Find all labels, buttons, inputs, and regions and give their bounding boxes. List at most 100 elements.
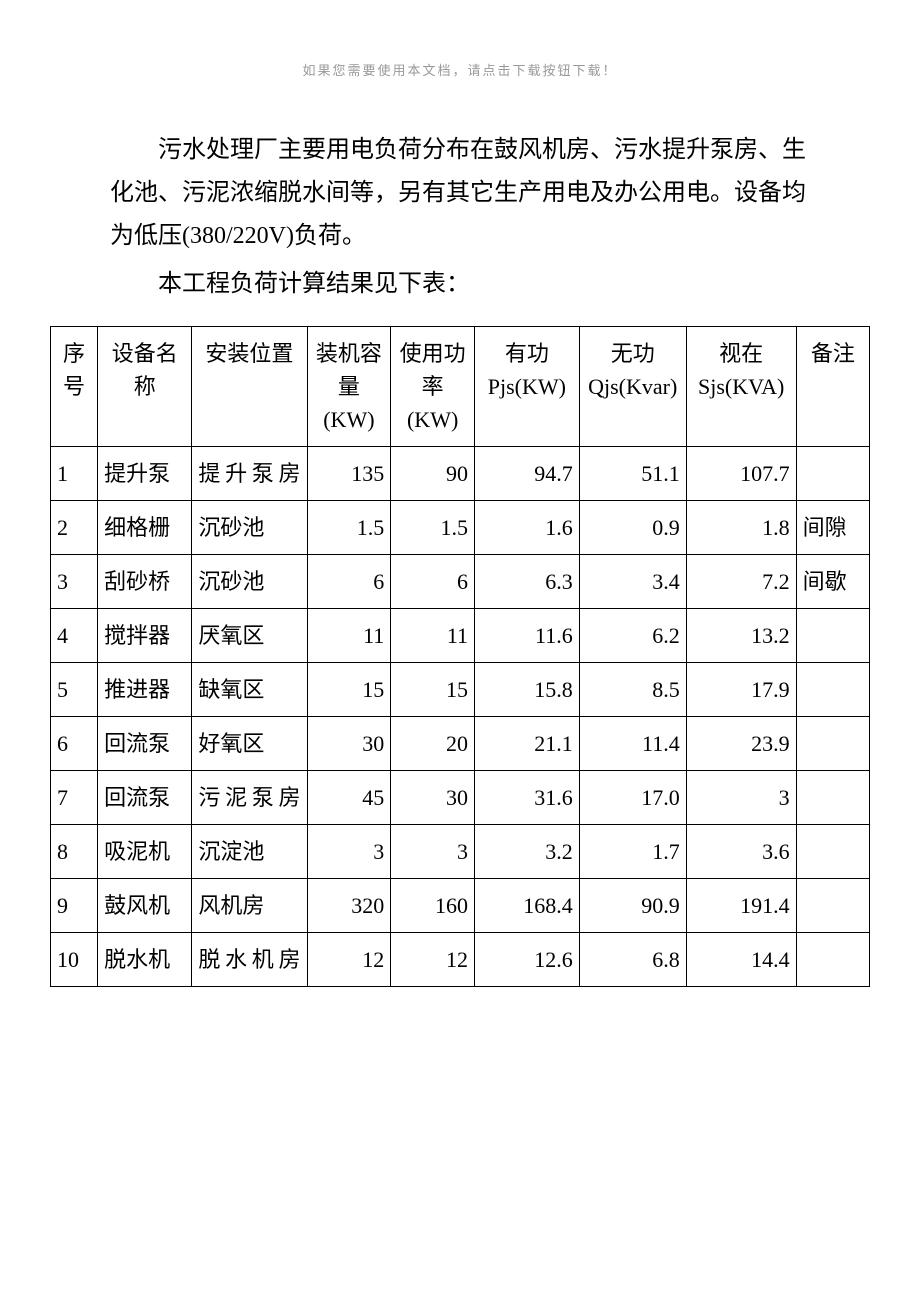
cell-name: 脱水机 [98, 932, 192, 986]
cell-seq: 2 [51, 500, 98, 554]
cell-pjs: 31.6 [475, 770, 580, 824]
cell-power: 15 [391, 662, 475, 716]
cell-name: 刮砂桥 [98, 554, 192, 608]
paragraph-1: 污水处理厂主要用电负荷分布在鼓风机房、污水提升泵房、生化池、污泥浓缩脱水间等，另… [50, 129, 870, 259]
cell-location: 沉砂池 [192, 500, 307, 554]
col-header-note: 备注 [796, 326, 869, 446]
cell-name: 推进器 [98, 662, 192, 716]
cell-capacity: 15 [307, 662, 391, 716]
col-header-seq: 序号 [51, 326, 98, 446]
table-row: 4搅拌器厌氧区111111.66.213.2 [51, 608, 870, 662]
cell-note [796, 770, 869, 824]
cell-note [796, 716, 869, 770]
col-header-pjs: 有功Pjs(KW) [475, 326, 580, 446]
cell-pjs: 94.7 [475, 446, 580, 500]
cell-note [796, 608, 869, 662]
col-header-sjs: 视在Sjs(KVA) [686, 326, 796, 446]
cell-power: 1.5 [391, 500, 475, 554]
cell-power: 160 [391, 878, 475, 932]
cell-qjs: 17.0 [579, 770, 686, 824]
cell-sjs: 3.6 [686, 824, 796, 878]
cell-seq: 6 [51, 716, 98, 770]
cell-power: 6 [391, 554, 475, 608]
cell-pjs: 6.3 [475, 554, 580, 608]
cell-note [796, 932, 869, 986]
cell-sjs: 107.7 [686, 446, 796, 500]
table-row: 5推进器缺氧区151515.88.517.9 [51, 662, 870, 716]
cell-note [796, 824, 869, 878]
cell-qjs: 6.2 [579, 608, 686, 662]
cell-note [796, 878, 869, 932]
cell-location: 提升泵房 [192, 446, 307, 500]
cell-name: 回流泵 [98, 716, 192, 770]
cell-capacity: 1.5 [307, 500, 391, 554]
cell-seq: 8 [51, 824, 98, 878]
table-row: 9鼓风机风机房320160168.490.9191.4 [51, 878, 870, 932]
cell-pjs: 168.4 [475, 878, 580, 932]
cell-power: 90 [391, 446, 475, 500]
cell-qjs: 3.4 [579, 554, 686, 608]
cell-pjs: 1.6 [475, 500, 580, 554]
cell-location: 脱水机房 [192, 932, 307, 986]
table-row: 10脱水机脱水机房121212.66.814.4 [51, 932, 870, 986]
col-header-name: 设备名称 [98, 326, 192, 446]
cell-location: 好氧区 [192, 716, 307, 770]
cell-seq: 7 [51, 770, 98, 824]
cell-name: 回流泵 [98, 770, 192, 824]
cell-location: 风机房 [192, 878, 307, 932]
cell-capacity: 11 [307, 608, 391, 662]
cell-sjs: 14.4 [686, 932, 796, 986]
cell-qjs: 11.4 [579, 716, 686, 770]
cell-qjs: 6.8 [579, 932, 686, 986]
cell-qjs: 90.9 [579, 878, 686, 932]
cell-qjs: 8.5 [579, 662, 686, 716]
cell-pjs: 15.8 [475, 662, 580, 716]
col-header-capacity: 装机容量(KW) [307, 326, 391, 446]
cell-power: 11 [391, 608, 475, 662]
cell-note [796, 446, 869, 500]
cell-qjs: 0.9 [579, 500, 686, 554]
cell-qjs: 51.1 [579, 446, 686, 500]
cell-capacity: 12 [307, 932, 391, 986]
cell-pjs: 3.2 [475, 824, 580, 878]
cell-pjs: 21.1 [475, 716, 580, 770]
table-row: 8吸泥机沉淀池333.21.73.6 [51, 824, 870, 878]
cell-name: 搅拌器 [98, 608, 192, 662]
cell-sjs: 7.2 [686, 554, 796, 608]
table-row: 7回流泵污泥泵房453031.617.03 [51, 770, 870, 824]
cell-location: 污泥泵房 [192, 770, 307, 824]
cell-sjs: 3 [686, 770, 796, 824]
cell-note: 间隙 [796, 500, 869, 554]
cell-power: 30 [391, 770, 475, 824]
cell-capacity: 320 [307, 878, 391, 932]
cell-name: 鼓风机 [98, 878, 192, 932]
cell-capacity: 45 [307, 770, 391, 824]
load-calculation-table: 序号 设备名称 安装位置 装机容量(KW) 使用功率(KW) 有功Pjs(KW)… [50, 326, 870, 987]
cell-note [796, 662, 869, 716]
col-header-power: 使用功率(KW) [391, 326, 475, 446]
cell-name: 提升泵 [98, 446, 192, 500]
cell-seq: 4 [51, 608, 98, 662]
cell-seq: 5 [51, 662, 98, 716]
cell-seq: 3 [51, 554, 98, 608]
cell-location: 沉淀池 [192, 824, 307, 878]
header-note: 如果您需要使用本文档，请点击下载按钮下载！ [50, 60, 870, 79]
paragraph-2: 本工程负荷计算结果见下表： [50, 263, 870, 306]
cell-location: 沉砂池 [192, 554, 307, 608]
cell-location: 厌氧区 [192, 608, 307, 662]
cell-name: 细格栅 [98, 500, 192, 554]
table-row: 3刮砂桥沉砂池666.33.47.2间歇 [51, 554, 870, 608]
cell-note: 间歇 [796, 554, 869, 608]
cell-location: 缺氧区 [192, 662, 307, 716]
cell-capacity: 135 [307, 446, 391, 500]
cell-capacity: 3 [307, 824, 391, 878]
cell-sjs: 191.4 [686, 878, 796, 932]
cell-sjs: 13.2 [686, 608, 796, 662]
cell-sjs: 23.9 [686, 716, 796, 770]
cell-seq: 10 [51, 932, 98, 986]
cell-sjs: 17.9 [686, 662, 796, 716]
table-row: 6回流泵好氧区302021.111.423.9 [51, 716, 870, 770]
table-row: 1提升泵提升泵房1359094.751.1107.7 [51, 446, 870, 500]
col-header-location: 安装位置 [192, 326, 307, 446]
cell-name: 吸泥机 [98, 824, 192, 878]
